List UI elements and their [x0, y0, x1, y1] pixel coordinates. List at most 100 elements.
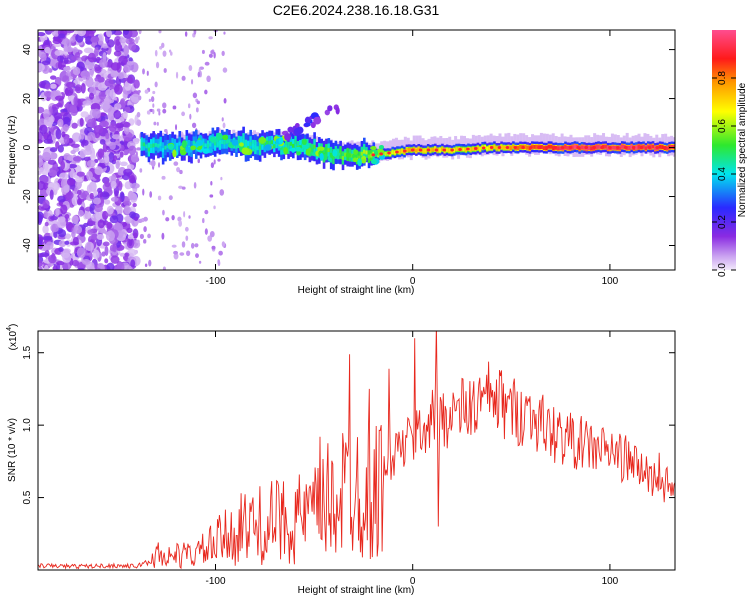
ridge-core	[268, 140, 271, 145]
noise-blob	[89, 92, 95, 100]
noise-blob	[70, 143, 80, 148]
speckle	[210, 162, 215, 169]
speckle	[191, 122, 197, 129]
noise-blob	[103, 199, 111, 205]
noise-blob	[115, 39, 121, 46]
noise-blob	[123, 110, 128, 120]
noise-blob	[60, 204, 68, 215]
speckle	[178, 220, 183, 227]
ridge-core	[493, 144, 496, 149]
speckle	[162, 266, 166, 270]
noise-blob	[47, 159, 57, 165]
noise-blob	[133, 216, 139, 222]
speckle	[186, 250, 191, 257]
ridge-blob	[317, 146, 325, 152]
noise-blob	[38, 87, 41, 98]
noise-blob	[97, 219, 106, 229]
noise-blob	[54, 49, 65, 56]
noise-blob	[86, 171, 93, 181]
ridge-core	[313, 144, 316, 149]
speckle	[209, 230, 215, 238]
speckle	[147, 233, 151, 239]
noise-blob	[104, 258, 109, 264]
ridge-peak-dot	[489, 146, 494, 150]
off-ridge-blob	[303, 122, 311, 127]
heatmap-y-label: Frequency (Hz)	[7, 116, 18, 185]
speckle	[223, 31, 226, 35]
noise-blob	[118, 55, 128, 66]
ridge-core	[661, 145, 664, 150]
noise-blob	[123, 46, 129, 56]
noise-blob	[38, 180, 46, 191]
ridge-blob	[172, 149, 177, 158]
noise-blob	[115, 160, 120, 170]
ridge-core	[564, 144, 567, 149]
ridge-core	[265, 140, 269, 145]
heatmap-x-axis: -100 0 100	[205, 30, 619, 287]
noise-blob	[102, 210, 109, 220]
heatmap-y-axis: 40 20 0 -20 -40	[22, 44, 675, 253]
ridge-core	[228, 139, 231, 143]
noise-blob	[101, 251, 106, 257]
noise-blob	[38, 139, 43, 144]
ridge-core	[363, 149, 366, 154]
noise-blob	[70, 149, 76, 155]
speckle	[154, 49, 158, 57]
speckle	[162, 209, 165, 216]
speckle	[185, 235, 189, 241]
ridge-core	[620, 144, 624, 149]
noise-blob	[106, 30, 112, 38]
ridge-core	[549, 144, 553, 149]
x-tick-label: 0	[410, 276, 416, 287]
ridge-core	[225, 139, 229, 144]
ridge-core	[606, 146, 610, 151]
speckle	[184, 31, 188, 37]
noise-blob	[62, 75, 70, 83]
snr-y-multiplier-exp: 4	[6, 327, 13, 331]
colorbar-axis: 0.0 0.2 0.4 0.6 0.8	[712, 71, 736, 277]
ridge-peak-dot	[418, 148, 423, 152]
ridge-peak-dot	[474, 147, 478, 151]
noise-blob	[76, 267, 85, 270]
speckle	[155, 61, 160, 69]
ridge-core	[644, 146, 648, 151]
noise-blob	[97, 82, 108, 91]
speckle	[202, 218, 205, 224]
noise-blob	[93, 189, 98, 197]
noise-blob	[80, 70, 91, 79]
speckle	[156, 121, 159, 126]
noise-blob	[118, 72, 124, 80]
ridge-core	[185, 140, 189, 145]
ridge-core	[393, 150, 397, 155]
noise-blob	[113, 155, 118, 162]
ridge-core	[542, 146, 546, 151]
noise-blob	[85, 76, 94, 88]
noise-blob	[64, 214, 70, 220]
ridge-blob	[241, 147, 250, 155]
noise-blob	[39, 252, 50, 257]
noise-blob	[94, 47, 99, 57]
speckle	[197, 71, 201, 78]
speckle	[158, 110, 161, 116]
snr-y-multiplier-base: (x10	[8, 330, 19, 350]
noise-blob	[73, 225, 83, 234]
ridge-core	[500, 144, 503, 149]
colorbar-tick-label: 0.6	[717, 119, 728, 133]
noise-blob	[42, 235, 53, 241]
noise-blob	[80, 83, 86, 94]
ridge-core	[424, 148, 428, 153]
ridge-core	[519, 144, 522, 149]
ridge-peak-dot	[403, 149, 407, 153]
noise-blob	[38, 149, 41, 155]
noise-blob	[48, 254, 57, 264]
ridge-core	[628, 145, 631, 150]
speckle	[165, 217, 170, 222]
off-ridge-blob	[335, 106, 340, 115]
noise-blob	[57, 55, 65, 63]
ridge-core	[367, 154, 371, 159]
ridge-core	[417, 147, 421, 152]
ridge-core	[637, 144, 641, 149]
ridge-blob	[202, 148, 210, 154]
noise-blob	[59, 172, 69, 180]
